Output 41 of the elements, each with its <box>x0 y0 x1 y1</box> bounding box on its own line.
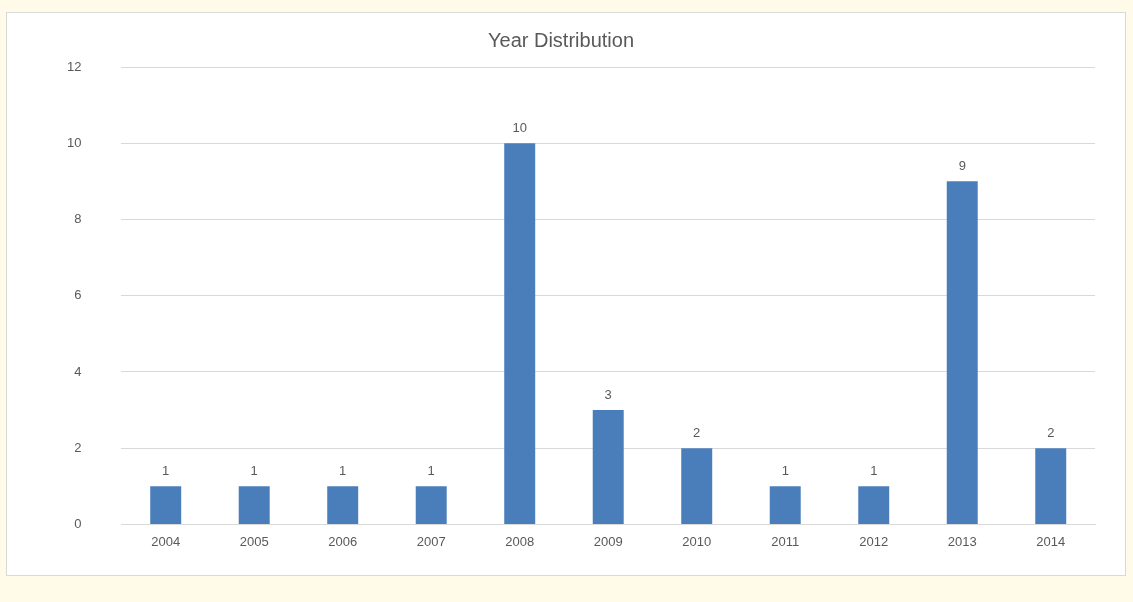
bar <box>681 448 713 524</box>
x-tick-label: 2007 <box>416 533 446 549</box>
x-tick-label: 2012 <box>859 533 889 549</box>
x-tick-label: 2004 <box>151 533 181 549</box>
x-tick-label: 2006 <box>328 533 358 549</box>
bar <box>946 181 978 524</box>
y-tick-label: 10 <box>66 134 82 150</box>
data-label: 1 <box>339 463 347 479</box>
bar <box>858 486 890 524</box>
x-tick-label: 2010 <box>682 533 712 549</box>
data-label: 1 <box>162 463 170 479</box>
x-tick-label: 2014 <box>1036 533 1066 549</box>
bar <box>592 410 624 524</box>
bar <box>1035 448 1067 524</box>
bar <box>415 486 447 524</box>
y-tick-label: 12 <box>66 58 82 74</box>
data-label: 1 <box>250 463 258 479</box>
x-tick-label: 2005 <box>239 533 269 549</box>
chart-title: Year Distribution <box>487 28 635 51</box>
bar <box>238 486 270 524</box>
x-tick-label: 2013 <box>947 533 977 549</box>
x-tick-label: 2008 <box>505 533 535 549</box>
y-tick-label: 8 <box>74 211 82 227</box>
data-label: 3 <box>604 387 612 403</box>
bar <box>150 486 182 524</box>
y-tick-label: 0 <box>74 515 82 531</box>
data-label: 9 <box>958 158 966 174</box>
bar <box>769 486 801 524</box>
data-label: 2 <box>1047 425 1055 441</box>
data-label: 1 <box>781 463 789 479</box>
data-label: 10 <box>512 120 527 136</box>
data-label: 1 <box>870 463 878 479</box>
data-label: 1 <box>427 463 435 479</box>
y-tick-label: 6 <box>74 287 82 303</box>
y-tick-label: 2 <box>74 439 82 455</box>
bar <box>504 143 536 524</box>
x-tick-label: 2009 <box>593 533 623 549</box>
bar <box>327 486 359 524</box>
x-tick-label: 2011 <box>771 533 800 549</box>
data-label: 2 <box>693 425 701 441</box>
y-tick-label: 4 <box>74 363 82 379</box>
